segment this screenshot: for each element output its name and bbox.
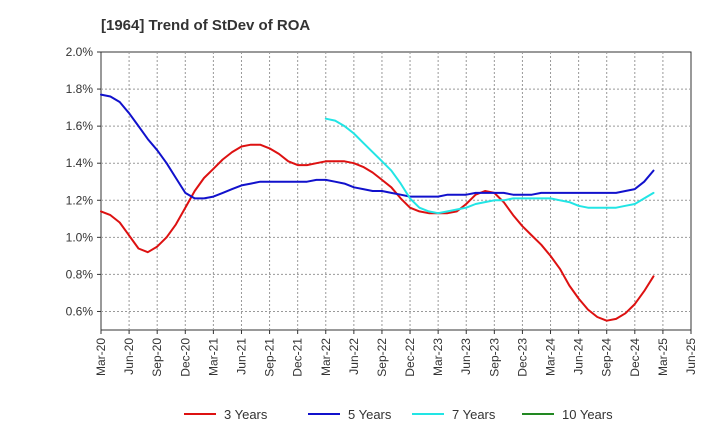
legend-label-10-years: 10 Years (562, 407, 613, 422)
x-tick-label: Jun-25 (684, 338, 698, 375)
x-tick-label: Sep-21 (263, 338, 277, 377)
x-tick-label: Dec-21 (291, 338, 305, 377)
x-tick-label: Mar-21 (206, 338, 220, 376)
series-line-5-years (100, 93, 655, 200)
y-tick-label: 1.4% (66, 156, 94, 170)
plot-area: Mar-20 Jun-20 Sep-20 Dec-20 Mar-21 Jun-21 Sep-… (66, 45, 698, 377)
x-tick-label: Sep-22 (375, 338, 389, 377)
x-tick-label: Jun-23 (459, 338, 473, 375)
y-tick-label: 1.6% (66, 119, 94, 133)
plot-border (100, 51, 692, 331)
x-tick-label: Mar-20 (94, 338, 108, 376)
x-tick-label: Dec-23 (515, 338, 529, 377)
x-tick-label: Sep-20 (150, 338, 164, 377)
x-tick-label: Mar-22 (319, 338, 333, 376)
y-tick-label: 1.2% (66, 193, 94, 207)
series-line-7-years (324, 117, 655, 215)
x-tick-label: Jun-20 (122, 338, 136, 375)
legend-label-7-years: 7 Years (452, 407, 496, 422)
x-tick-label: Jun-21 (234, 338, 248, 375)
x-tick-label: Dec-22 (403, 338, 417, 377)
x-tick-label: Sep-24 (600, 338, 614, 377)
x-tick-label: Mar-24 (544, 338, 558, 376)
y-tick-label: 1.0% (66, 230, 94, 244)
legend-label-5-years: 5 Years (348, 407, 392, 422)
x-tick-label: Jun-24 (572, 338, 586, 375)
y-tick-label: 2.0% (66, 45, 94, 59)
y-tick-label: 1.8% (66, 82, 94, 96)
x-tick-label: Sep-23 (487, 338, 501, 377)
chart-title: [1964] Trend of StDev of ROA (101, 17, 310, 34)
x-tick-label: Dec-20 (178, 338, 192, 377)
x-tick-label: Mar-23 (431, 338, 445, 376)
x-tick-label: Jun-22 (347, 338, 361, 375)
y-tick-label: 0.8% (66, 267, 94, 281)
series-line-3-years (100, 143, 655, 322)
x-tick-label: Mar-25 (656, 338, 670, 376)
legend-label-3-years: 3 Years (224, 407, 268, 422)
x-tick-label: Dec-24 (628, 338, 642, 377)
y-tick-label: 0.6% (66, 304, 94, 318)
legend: 3 Years 5 Years 7 Years 10 Years (184, 407, 613, 422)
